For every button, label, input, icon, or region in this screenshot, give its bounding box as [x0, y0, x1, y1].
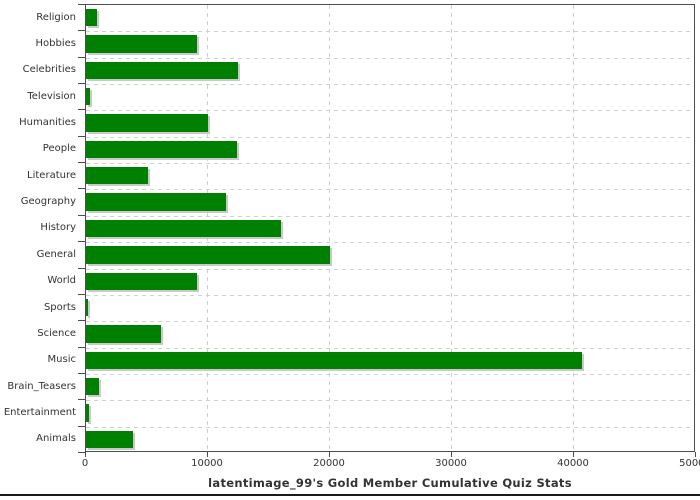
bar-geography	[86, 193, 226, 211]
category-label: Religion	[36, 11, 76, 23]
x-axis-tick	[207, 452, 208, 457]
bar-world	[86, 272, 197, 290]
category-label: Celebrities	[22, 64, 76, 76]
y-axis-tick	[78, 268, 85, 269]
category-gridline	[86, 31, 694, 32]
category-gridline	[86, 58, 694, 59]
category-label: Science	[37, 327, 76, 339]
y-axis-tick	[78, 399, 85, 400]
category-gridline	[86, 348, 694, 349]
category-label: Sports	[43, 301, 76, 313]
x-gridline	[329, 5, 330, 451]
bar-shadow	[88, 300, 91, 319]
bar-sports	[86, 298, 89, 317]
bar-science	[86, 325, 162, 343]
bar-entertainment	[86, 404, 90, 422]
x-tick-label: 0	[81, 458, 89, 469]
category-label: Television	[27, 90, 76, 102]
chart-title: latentimage_99's Gold Member Cumulative …	[208, 476, 572, 490]
x-tick-label: 10000	[191, 458, 223, 469]
y-axis-tick	[78, 320, 85, 321]
category-label: Animals	[36, 433, 76, 445]
bar-celebrities	[86, 61, 238, 80]
category-gridline	[86, 321, 694, 322]
x-tick-label: 50000	[679, 458, 700, 469]
category-gridline	[86, 295, 694, 296]
bar-history	[86, 219, 281, 238]
category-gridline	[86, 400, 694, 401]
y-axis-tick	[78, 241, 85, 242]
y-axis-tick	[78, 188, 85, 189]
category-label: Literature	[27, 169, 76, 181]
category-label: Music	[47, 354, 76, 366]
bar-literature	[86, 167, 149, 185]
category-gridline	[86, 216, 694, 217]
y-axis-tick	[78, 30, 85, 31]
y-axis-tick	[78, 4, 85, 5]
bottom-border-line	[0, 494, 700, 496]
bar-brain_teasers	[86, 377, 99, 396]
x-axis-tick	[329, 452, 330, 457]
y-axis-tick	[78, 83, 85, 84]
bar-humanities	[86, 114, 208, 132]
y-axis-tick	[78, 452, 85, 453]
bar-shadow	[88, 406, 92, 424]
category-label: People	[42, 143, 76, 155]
y-axis-tick	[78, 347, 85, 348]
y-axis-tick	[78, 426, 85, 427]
category-label: Hobbies	[35, 38, 76, 50]
bar-people	[86, 140, 237, 159]
category-gridline	[86, 269, 694, 270]
category-gridline	[86, 137, 694, 138]
x-tick-label: 20000	[313, 458, 345, 469]
category-label: World	[47, 275, 76, 287]
category-label: History	[40, 222, 76, 234]
y-axis-tick	[78, 109, 85, 110]
bar-religion	[86, 9, 97, 27]
bar-television	[86, 88, 90, 106]
bar-shadow	[88, 90, 92, 108]
y-axis-tick	[78, 373, 85, 374]
y-axis-tick	[78, 294, 85, 295]
category-label: General	[36, 248, 76, 260]
x-axis-tick	[573, 452, 574, 457]
y-axis-tick	[78, 136, 85, 137]
bar-animals	[86, 430, 134, 448]
plot-area	[85, 4, 695, 452]
y-axis-tick	[78, 162, 85, 163]
category-gridline	[86, 163, 694, 164]
category-gridline	[86, 242, 694, 243]
category-label: Entertainment	[3, 406, 76, 418]
category-label: Humanities	[19, 117, 76, 129]
x-tick-label: 40000	[557, 458, 589, 469]
category-gridline	[86, 110, 694, 111]
category-gridline	[86, 427, 694, 428]
x-gridline	[451, 5, 452, 451]
y-axis-tick	[78, 57, 85, 58]
category-gridline	[86, 374, 694, 375]
bar-hobbies	[86, 35, 197, 53]
x-axis-tick	[85, 452, 86, 457]
x-axis-tick	[695, 452, 696, 457]
category-gridline	[86, 189, 694, 190]
bar-music	[86, 351, 583, 369]
y-axis-tick	[78, 215, 85, 216]
bar-general	[86, 246, 331, 264]
x-gridline	[573, 5, 574, 451]
category-gridline	[86, 84, 694, 85]
x-axis-tick	[451, 452, 452, 457]
category-label: Brain_Teasers	[7, 380, 76, 392]
category-label: Geography	[20, 196, 76, 208]
x-tick-label: 30000	[435, 458, 467, 469]
